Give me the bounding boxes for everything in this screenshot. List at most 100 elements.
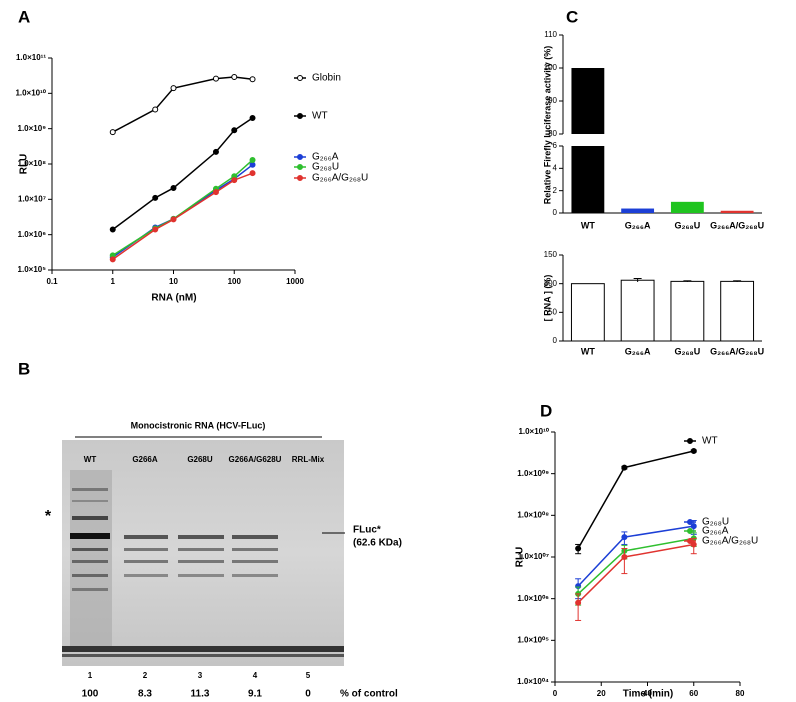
legend-label: G₂₆₆A (702, 526, 729, 537)
lane-number: 4 (253, 671, 258, 680)
panel-label: A (18, 7, 30, 26)
lane-label: G266A/G628U (229, 455, 282, 464)
x-tick-label: G₂₆₆A/G₂₆₈U (710, 346, 764, 356)
percent-label: % of control (340, 689, 398, 700)
lane-label: G266A (132, 455, 158, 464)
y-tick-label: 150 (544, 250, 558, 259)
bar (620, 279, 655, 342)
data-point (249, 115, 256, 122)
data-point (249, 156, 256, 163)
data-point (152, 226, 159, 233)
data-point (690, 447, 697, 454)
data-point (249, 76, 256, 83)
data-point (152, 106, 159, 113)
data-point (212, 189, 219, 196)
x-tick-label: 100 (228, 277, 242, 286)
legend-marker (687, 528, 693, 534)
lane-number: 1 (88, 671, 93, 680)
legend-marker (687, 519, 693, 525)
lane-number: 2 (143, 671, 148, 680)
x-tick-label: 80 (736, 689, 745, 698)
y-axis-label: RLU (19, 154, 30, 175)
y-tick-label: 2 (553, 186, 558, 195)
y-tick-label: 110 (544, 30, 557, 39)
y-tick-label: 1.0×10⁰⁶ (517, 594, 549, 603)
y-tick-label: 0 (553, 208, 558, 217)
y-tick-label: 1.0×10⁸ (18, 159, 47, 168)
x-tick-label: WT (581, 220, 595, 230)
bar (720, 210, 754, 213)
lane-label: WT (84, 455, 97, 464)
lane-label: G268U (187, 455, 213, 464)
data-point (249, 161, 256, 168)
y-tick-label: 100 (544, 279, 558, 288)
series-line (577, 543, 694, 604)
legend-label: G₂₆₆A (312, 152, 339, 163)
y-axis-label: Relative Firefly luciferase activity (%) (542, 46, 552, 205)
legend-marker (297, 175, 303, 181)
data-point (170, 216, 177, 223)
data-point (690, 541, 697, 548)
gel-header: Monocistronic RNA (HCV-FLuc) (131, 420, 266, 430)
x-tick-label: 60 (689, 689, 698, 698)
data-point (212, 148, 219, 155)
bar (570, 283, 605, 342)
legend-marker (687, 538, 693, 544)
data-point (231, 177, 238, 184)
x-tick-label: 40 (643, 689, 652, 698)
x-tick-label: 10 (169, 277, 178, 286)
data-point (575, 599, 582, 606)
y-axis-label: RLU (515, 547, 526, 568)
panel-label: C (566, 7, 578, 26)
x-tick-label: G₂₆₈U (674, 346, 700, 356)
band-marker: * (45, 508, 52, 525)
legend-marker (687, 438, 693, 444)
x-tick-label: 20 (597, 689, 606, 698)
x-tick-label: 1 (111, 277, 116, 286)
y-tick-label: 6 (553, 141, 558, 150)
legend-label: G₂₆₆A/G₂₆₈U (702, 536, 758, 547)
data-point (170, 85, 177, 92)
lane-percent: 0 (305, 689, 311, 700)
bar (720, 280, 755, 342)
series-line (112, 172, 253, 260)
x-tick-label: 0 (553, 689, 558, 698)
y-tick-label: 90 (548, 96, 557, 105)
legend-label: G₂₆₆A/G₂₆₈U (312, 173, 368, 184)
y-tick-label: 80 (548, 129, 557, 138)
x-tick-label: G₂₆₆A (625, 346, 651, 356)
data-point (109, 226, 116, 233)
legend-label: Globin (312, 73, 341, 84)
data-point (109, 256, 116, 263)
lane-number: 5 (306, 671, 311, 680)
y-tick-label: 0 (553, 336, 558, 345)
data-point (690, 523, 697, 530)
y-tick-label: 1.0×10⁶ (18, 230, 47, 239)
x-tick-label: WT (581, 346, 595, 356)
y-tick-label: 1.0×10⁰⁸ (517, 510, 549, 519)
lane-number: 3 (198, 671, 203, 680)
x-axis-label: Time (min) (623, 689, 673, 700)
bar (571, 68, 605, 134)
legend-label: G₂₆₈U (702, 517, 729, 528)
data-point (621, 534, 628, 541)
x-axis-label: RNA (nM) (151, 293, 196, 304)
x-tick-label: 0.1 (46, 277, 58, 286)
y-tick-label: 1.0×10⁷ (18, 194, 46, 203)
y-tick-label: 1.0×10⁰⁵ (517, 635, 549, 644)
legend-label: WT (702, 436, 718, 447)
data-point (621, 464, 628, 471)
bar (670, 201, 704, 213)
data-point (109, 129, 116, 136)
y-tick-label: 1.0×10⁰⁴ (517, 677, 549, 686)
data-point (575, 545, 582, 552)
y-tick-label: 1.0×10⁹ (18, 124, 47, 133)
y-tick-label: 1.0×10¹¹ (16, 53, 46, 62)
band-label: FLuc* (353, 525, 381, 536)
y-tick-label: 1.0×10¹⁰ (15, 88, 46, 97)
series-line (112, 117, 253, 231)
legend-marker (297, 113, 303, 119)
gel-image (62, 440, 344, 666)
y-tick-label: 50 (548, 307, 557, 316)
